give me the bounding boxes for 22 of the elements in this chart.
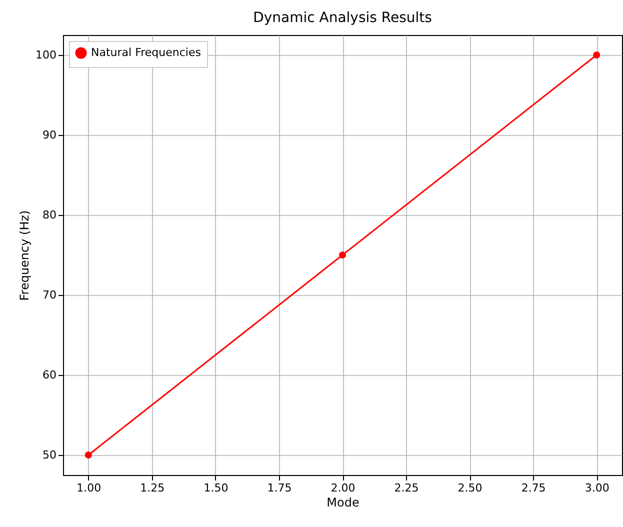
x-tick-label: 2.75 (521, 482, 546, 494)
x-tick-label: 2.25 (394, 482, 419, 494)
y-tick-label: 90 (42, 128, 56, 142)
x-tick-label: 1.00 (76, 482, 102, 494)
x-tick-label: 1.75 (267, 482, 292, 494)
x-axis-title: Mode (326, 496, 360, 510)
legend-label: Natural Frequencies (91, 46, 202, 59)
point (338, 251, 346, 259)
y-tick-label: 70 (42, 288, 56, 302)
x-tick-label: 2.50 (458, 482, 482, 494)
y-tick-label: 80 (42, 208, 56, 222)
point (84, 451, 92, 459)
y-tick-label: 100 (36, 48, 56, 62)
x-tick-label: 2.00 (330, 482, 356, 494)
y-axis-title: Frequency (Hz) (18, 210, 32, 301)
x-tick-label: 1.50 (204, 482, 228, 494)
y-tick-label: 50 (42, 448, 56, 462)
x-tick-label: 3.00 (584, 482, 610, 494)
chart-title: Dynamic Analysis Results (253, 10, 432, 26)
x-tick-label: 1.25 (140, 482, 165, 494)
point (593, 51, 600, 59)
y-tick-label: 60 (42, 368, 56, 382)
